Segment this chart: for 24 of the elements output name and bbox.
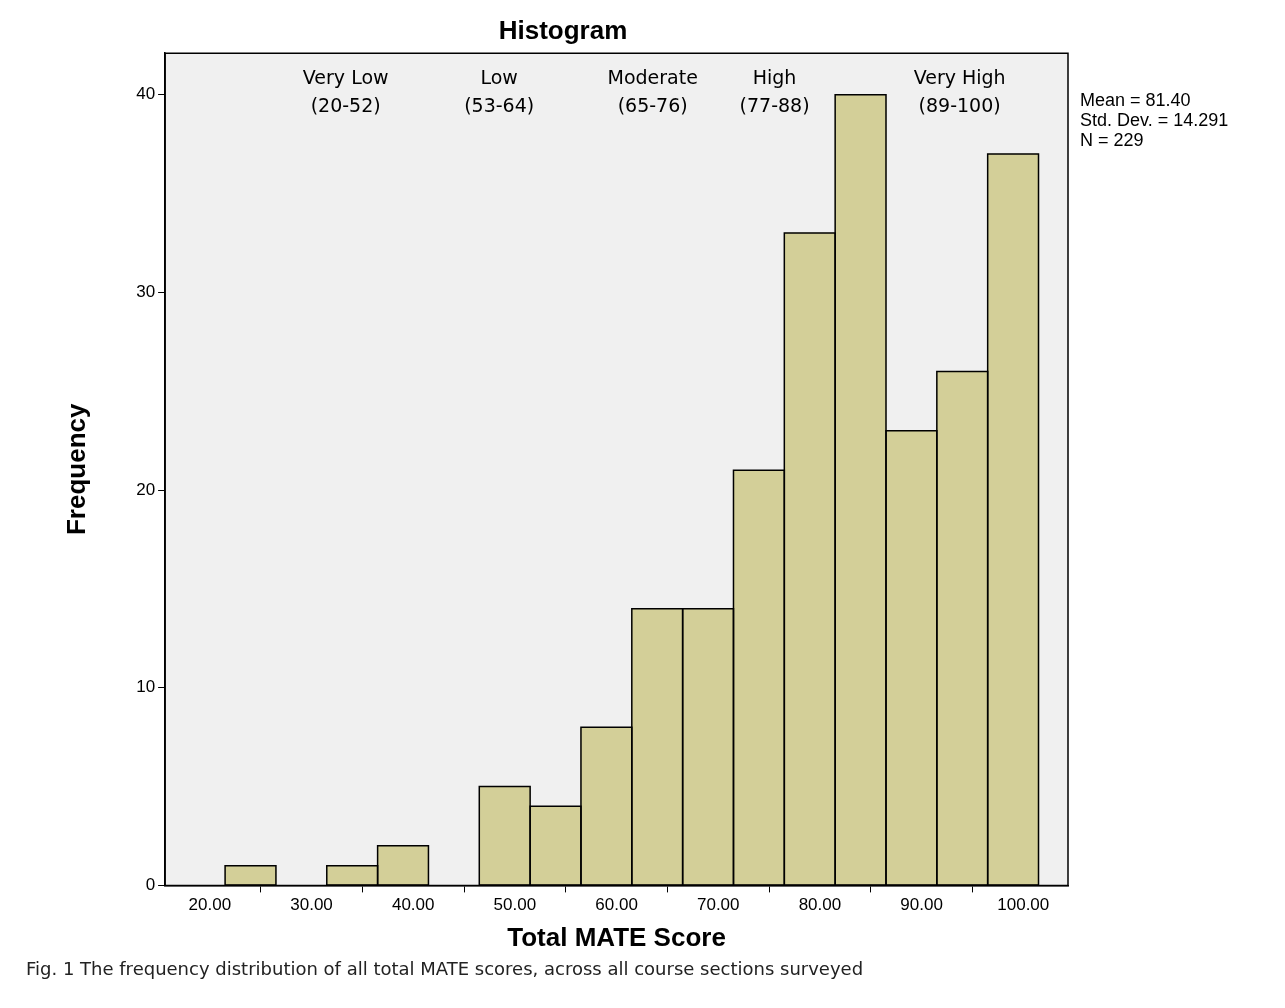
y-tick-label: 40 — [136, 84, 156, 104]
caption: Fig. 1 The frequency distribution of all total MATE scores, across all course sections surveyed — [26, 958, 865, 979]
x-tick-label: 100.00 — [997, 895, 1050, 915]
x-tick-label: 40.00 — [391, 895, 435, 915]
annotation: Very Low (20-52) — [302, 66, 389, 117]
y-tick-label: 0 — [145, 875, 156, 895]
y-tick-label: 30 — [136, 282, 156, 302]
annotation: High (77-88) — [739, 66, 810, 117]
annotation: Low (53-64) — [464, 66, 535, 117]
chart-title: Histogram — [498, 14, 628, 45]
x-tick-label: 90.00 — [900, 895, 943, 915]
y-axis-title: Frequency — [60, 403, 91, 536]
y-tick-label: 10 — [136, 677, 156, 697]
x-axis-title: Total MATE Score — [507, 921, 726, 952]
y-tick-label: 20 — [136, 479, 156, 499]
x-tick-label: 30.00 — [290, 895, 333, 915]
text: Mean = 81.40 Std. Dev. = 14.291 N = 229 — [1080, 90, 1229, 151]
x-tick-label: 70.00 — [696, 895, 740, 915]
x-tick-label: 80.00 — [798, 895, 842, 915]
x-tick-label: 60.00 — [595, 895, 638, 915]
x-tick-label: 20.00 — [188, 895, 232, 915]
annotation: Very High (89-100) — [913, 66, 1006, 117]
x-tick-label: 50.00 — [493, 895, 537, 915]
annotation: Moderate (65-76) — [607, 66, 698, 117]
